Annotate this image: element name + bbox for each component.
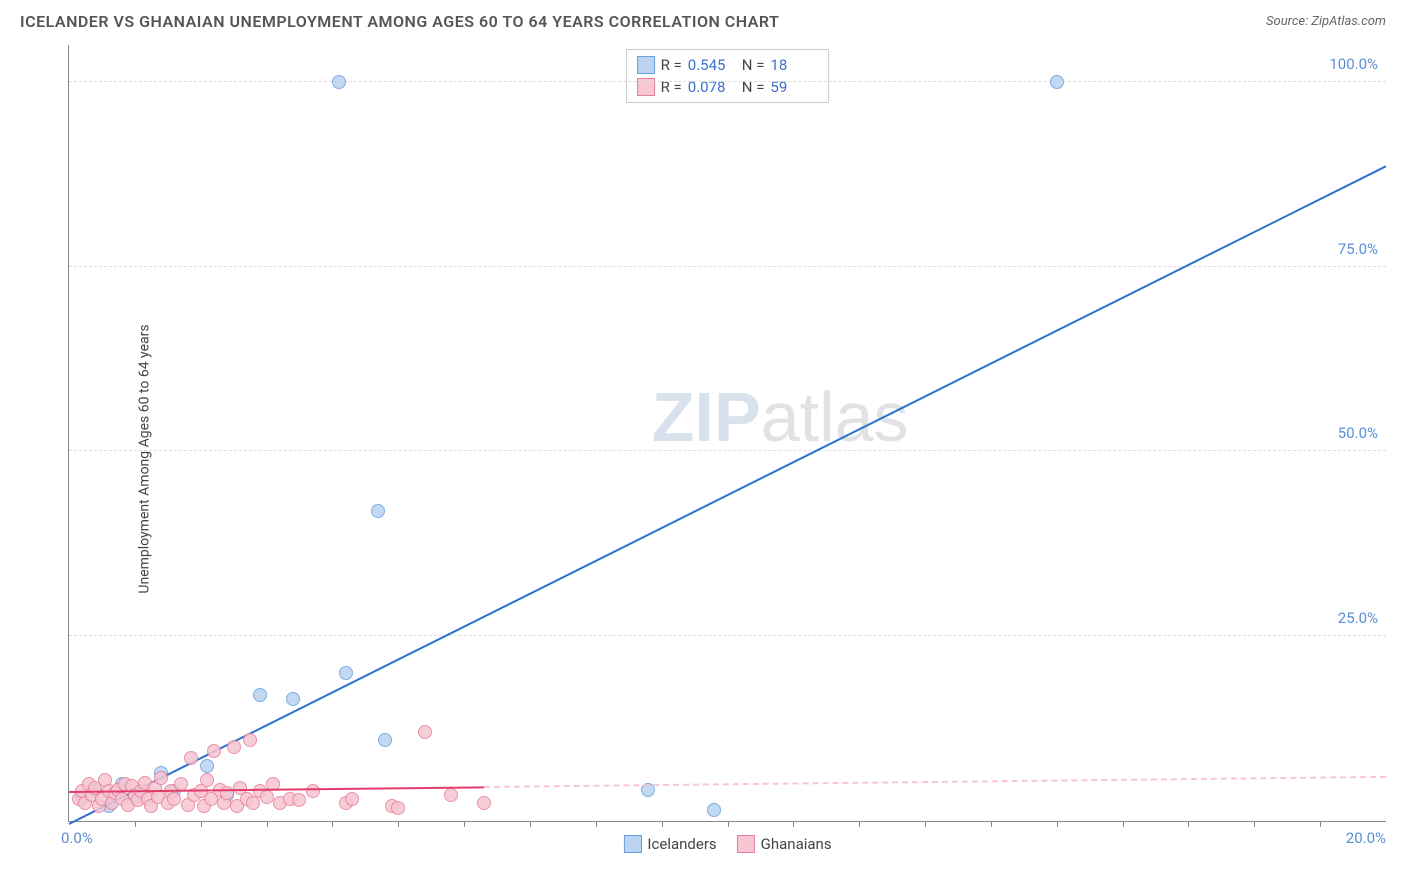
series-legend: Icelanders Ghanaians <box>623 835 831 853</box>
gridline <box>69 450 1386 451</box>
data-point <box>707 803 721 817</box>
data-point <box>154 771 168 785</box>
y-tick-label: 75.0% <box>1338 240 1378 258</box>
data-point <box>339 666 353 680</box>
data-point <box>477 796 491 810</box>
data-point <box>243 733 257 747</box>
data-point <box>444 788 458 802</box>
data-point <box>371 504 385 518</box>
x-tick <box>398 821 399 827</box>
x-tick <box>530 821 531 827</box>
swatch-icon <box>623 835 641 853</box>
data-point <box>345 792 359 806</box>
data-point <box>418 725 432 739</box>
x-tick <box>464 821 465 827</box>
swatch-icon <box>737 835 755 853</box>
y-tick-label: 25.0% <box>1338 609 1378 627</box>
data-point <box>286 692 300 706</box>
data-point <box>227 740 241 754</box>
data-point <box>306 784 320 798</box>
data-point <box>207 744 221 758</box>
x-tick <box>991 821 992 827</box>
data-point <box>220 786 234 800</box>
data-point <box>184 751 198 765</box>
x-origin-label: 0.0% <box>61 829 93 847</box>
stats-row: R = 0.078N = 59 <box>637 76 819 98</box>
y-tick-label: 100.0% <box>1329 55 1378 73</box>
data-point <box>167 792 181 806</box>
watermark: ZIPatlas <box>652 377 909 457</box>
x-tick <box>1254 821 1255 827</box>
x-tick <box>1320 821 1321 827</box>
x-tick <box>1057 821 1058 827</box>
x-tick <box>793 821 794 827</box>
x-max-label: 20.0% <box>1346 829 1386 847</box>
trend-line <box>69 165 1387 825</box>
chart-container: Unemployment Among Ages 60 to 64 years Z… <box>20 45 1386 872</box>
legend-label: Ghanaians <box>761 835 832 853</box>
legend-item: Ghanaians <box>737 835 832 853</box>
x-tick <box>135 821 136 827</box>
data-point <box>1050 75 1064 89</box>
chart-title: ICELANDER VS GHANAIAN UNEMPLOYMENT AMONG… <box>20 12 779 31</box>
legend-item: Icelanders <box>623 835 716 853</box>
data-point <box>332 75 346 89</box>
data-point <box>253 688 267 702</box>
trend-line <box>484 776 1386 788</box>
x-tick <box>1123 821 1124 827</box>
x-tick <box>267 821 268 827</box>
data-point <box>391 801 405 815</box>
x-tick <box>596 821 597 827</box>
data-point <box>200 773 214 787</box>
x-tick <box>859 821 860 827</box>
x-tick <box>662 821 663 827</box>
x-tick <box>332 821 333 827</box>
data-point <box>292 793 306 807</box>
x-tick <box>201 821 202 827</box>
data-point <box>260 790 274 804</box>
gridline <box>69 635 1386 636</box>
data-point <box>378 733 392 747</box>
swatch-icon <box>637 56 655 74</box>
x-tick <box>925 821 926 827</box>
data-point <box>200 759 214 773</box>
gridline <box>69 81 1386 82</box>
plot-area: ZIPatlas R = 0.545N = 18R = 0.078N = 59 … <box>68 45 1386 822</box>
legend-label: Icelanders <box>647 835 716 853</box>
source-label: Source: ZipAtlas.com <box>1266 14 1386 29</box>
stats-legend-box: R = 0.545N = 18R = 0.078N = 59 <box>626 49 830 103</box>
stats-row: R = 0.545N = 18 <box>637 54 819 76</box>
y-tick-label: 50.0% <box>1338 424 1378 442</box>
x-tick <box>1188 821 1189 827</box>
x-tick <box>728 821 729 827</box>
